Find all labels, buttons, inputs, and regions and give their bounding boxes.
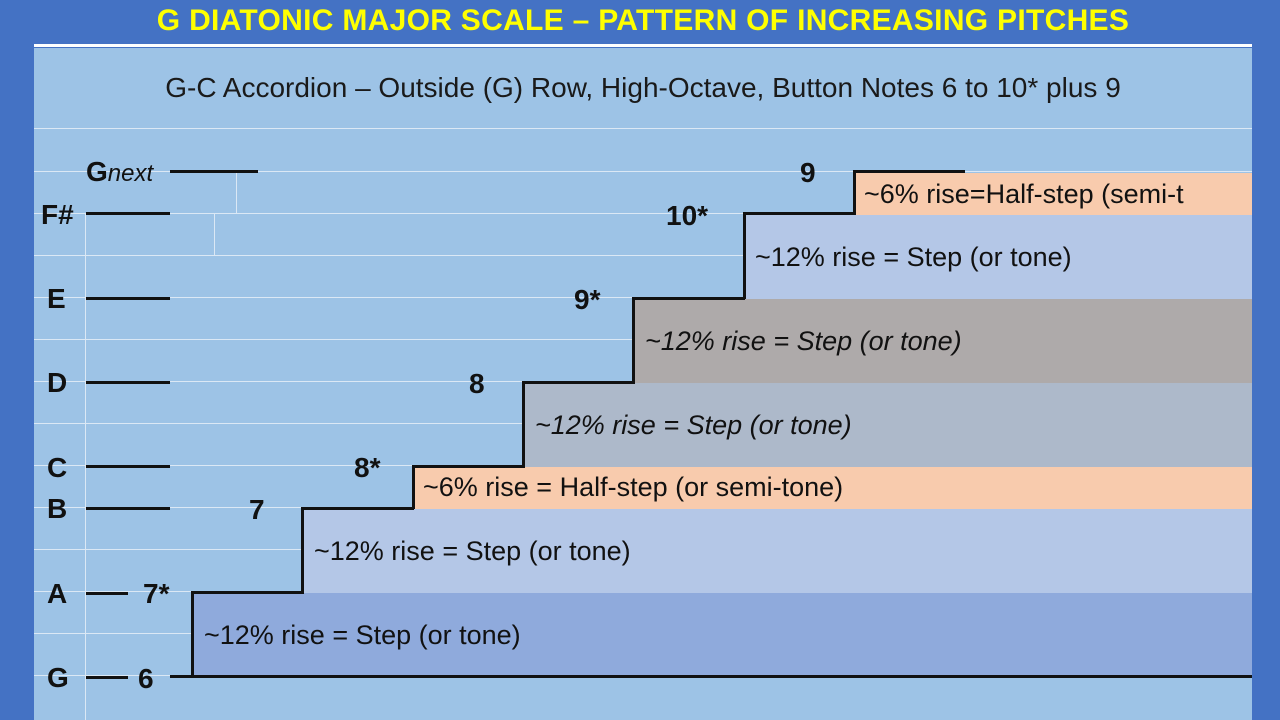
note-tick-fsharp [86, 212, 170, 215]
note-tick-a [86, 592, 128, 595]
note-label-g-next: Gnext [86, 156, 153, 188]
step-band-c-d [524, 383, 1252, 467]
note-label-d: D [47, 367, 68, 398]
note-tick-c [86, 465, 170, 468]
step-label-a-b: ~12% rise = Step (or tone) [314, 536, 631, 566]
stair-riser [522, 381, 525, 467]
step-label-fsharp-g: ~6% rise=Half-step (semi-t [864, 179, 1184, 209]
slide-subtitle: G-C Accordion – Outside (G) Row, High-Oc… [165, 72, 1121, 103]
stair-tread [632, 297, 745, 300]
stair-riser [191, 591, 194, 677]
step-band-fsharp-g [854, 173, 1252, 215]
grid-line-vertical [214, 213, 215, 255]
note-label-g: G [47, 662, 69, 693]
note-label-fsharp: F# [41, 199, 74, 230]
button-note-10s: 10* [666, 200, 709, 231]
note-label-g-next-suffix: next [107, 160, 154, 187]
step-band-a-b [303, 509, 1252, 593]
step-band-b-c [413, 467, 1252, 509]
step-label-b-c: ~6% rise = Half-step (or semi-tone) [423, 472, 844, 502]
button-note-7s: 7* [143, 578, 170, 609]
note-label-c: C [47, 452, 68, 483]
stair-tread [412, 465, 525, 468]
note-tick-b [86, 507, 170, 510]
note-tick-d [86, 381, 170, 384]
button-note-9: 9 [800, 157, 816, 188]
button-note-8s: 8* [354, 452, 381, 483]
note-label-g-next-letter: G [86, 156, 108, 187]
slide-title: G DIATONIC MAJOR SCALE – PATTERN OF INCR… [156, 4, 1130, 37]
note-label-e: E [47, 283, 66, 314]
grid-line [34, 171, 1252, 172]
stair-tread [301, 507, 414, 510]
step-label-d-e: ~12% rise = Step (or tone) [645, 326, 962, 356]
title-bar [34, 0, 1252, 47]
step-label-c-d: ~12% rise = Step (or tone) [535, 410, 852, 440]
button-note-6: 6 [138, 663, 154, 694]
stair-tread [522, 381, 635, 384]
button-note-7: 7 [249, 494, 265, 525]
stair-baseline [170, 675, 1252, 678]
button-note-9s: 9* [574, 284, 601, 315]
note-tick-g-next [170, 170, 258, 173]
step-band-e-fsharp [744, 215, 1252, 299]
grid-line-vertical [236, 171, 237, 213]
step-band-g-a [192, 593, 1252, 675]
note-label-a: A [47, 578, 68, 609]
note-label-b: B [47, 493, 68, 524]
grid-line [34, 128, 1252, 129]
step-band-d-e [634, 299, 1252, 383]
button-note-8: 8 [469, 368, 485, 399]
stair-riser [412, 465, 415, 509]
stair-riser [743, 213, 746, 299]
grid-line [34, 213, 1252, 214]
step-label-g-a: ~12% rise = Step (or tone) [204, 620, 521, 650]
stair-riser [853, 170, 856, 214]
note-tick-e [86, 297, 170, 300]
stair-tread [191, 591, 304, 594]
stair-tread [743, 212, 856, 215]
step-label-e-fsharp: ~12% rise = Step (or tone) [755, 242, 1072, 272]
stair-riser [301, 507, 304, 593]
note-tick-g [86, 676, 128, 679]
stair-riser [632, 297, 635, 383]
stair-tread [853, 170, 965, 173]
grid-line-vertical [85, 213, 86, 720]
grid-line [34, 255, 1252, 256]
